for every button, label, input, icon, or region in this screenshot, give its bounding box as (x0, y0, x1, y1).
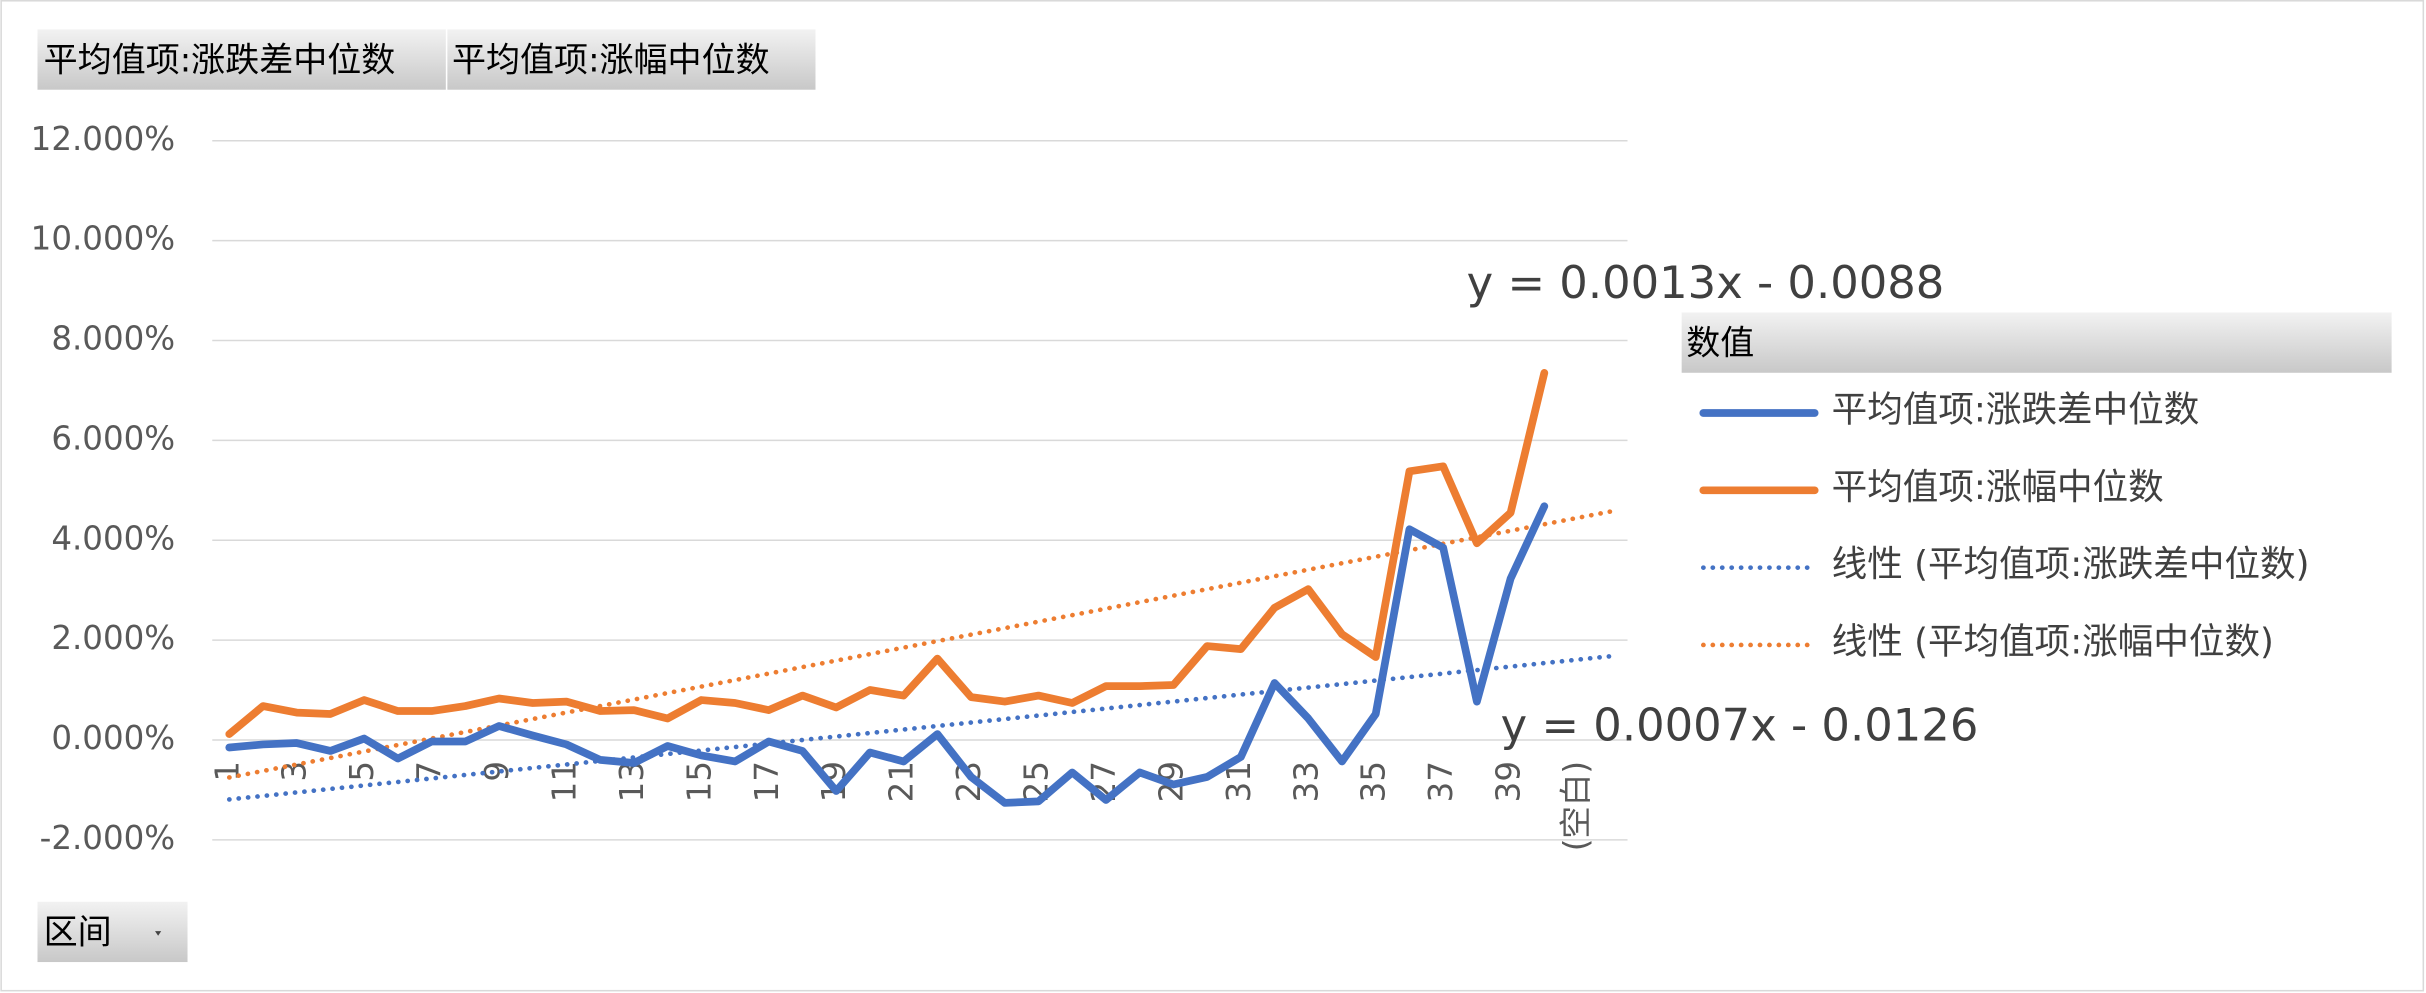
y-tick-label: 0.000% (51, 719, 175, 757)
y-tick-label: 10.000% (31, 220, 175, 258)
axis-field-button[interactable] (37, 901, 188, 963)
x-tick-label: 17 (748, 761, 786, 802)
legend-label: 线性 (平均值项:涨跌差中位数) (1832, 544, 2310, 585)
x-tick-label: 7 (411, 761, 449, 782)
field-button[interactable] (37, 29, 446, 90)
x-tick-label: 21 (883, 761, 921, 802)
x-tick-label: 35 (1355, 761, 1393, 802)
y-tick-label: -2.000% (40, 819, 176, 857)
legend-label: 平均值项:涨跌差中位数 (1832, 389, 2200, 430)
legend-title-box (1681, 312, 2392, 373)
field-button-label[interactable]: 平均值项:涨跌差中位数 (44, 40, 396, 80)
trendline-equation: y = 0.0013x - 0.0088 (1467, 256, 1945, 309)
x-tick-label: 5 (343, 761, 381, 782)
field-button[interactable] (447, 29, 816, 90)
legend-label: 线性 (平均值项:涨幅中位数) (1832, 621, 2274, 662)
field-button-label[interactable]: 平均值项:涨幅中位数 (452, 40, 770, 80)
x-tick-label: 13 (613, 761, 651, 802)
series-line (225, 502, 1549, 807)
x-tick-label: 9 (478, 761, 516, 782)
x-tick-label: 37 (1422, 761, 1460, 802)
x-tick-label: 15 (680, 761, 718, 802)
legend-title: 数值 (1686, 323, 1754, 363)
series-line (225, 369, 1549, 738)
x-tick-label: 11 (545, 761, 583, 802)
y-tick-label: 12.000% (31, 120, 175, 158)
trendline-equation: y = 0.0007x - 0.0126 (1501, 699, 1979, 752)
x-tick-label: 33 (1287, 761, 1325, 802)
x-tick-label: (空白) (1557, 761, 1595, 851)
dropdown-icon[interactable] (155, 931, 162, 936)
y-tick-label: 4.000% (51, 519, 175, 557)
y-tick-label: 8.000% (51, 320, 175, 358)
trendline (226, 508, 1615, 780)
y-tick-label: 6.000% (51, 419, 175, 457)
x-tick-label: 39 (1490, 761, 1528, 802)
axis-field-button-label[interactable]: 区间 (44, 913, 112, 953)
legend-label: 平均值项:涨幅中位数 (1832, 467, 2164, 508)
y-tick-label: 2.000% (51, 619, 175, 657)
